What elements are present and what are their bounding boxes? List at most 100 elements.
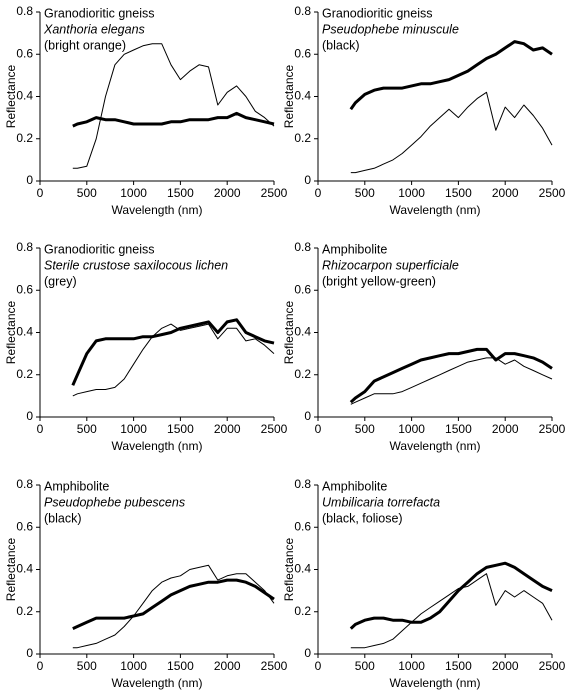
- x-tick-label: 2000: [492, 422, 519, 436]
- annotation: Xanthoria elegans: [43, 22, 145, 36]
- x-tick-label: 1500: [445, 659, 472, 673]
- y-tick-label: 0.2: [16, 367, 33, 381]
- annotation: Rhizocarpon superficiale: [322, 258, 459, 272]
- x-tick-label: 1500: [445, 422, 472, 436]
- x-tick-label: 0: [315, 659, 322, 673]
- x-tick-label: 1500: [167, 659, 194, 673]
- y-tick-label: 0.8: [16, 477, 33, 491]
- x-tick-label: 1000: [398, 186, 425, 200]
- annotation: (grey): [44, 274, 77, 288]
- y-tick-label: 0.4: [294, 325, 311, 339]
- y-tick-label: 0.2: [294, 604, 311, 618]
- x-tick-label: 500: [77, 186, 97, 200]
- x-tick-label: 500: [77, 422, 97, 436]
- annotation: Umbilicaria torrefacta: [322, 495, 440, 509]
- x-tick-label: 1000: [398, 422, 425, 436]
- y-tick-label: 0.6: [294, 282, 311, 296]
- x-axis-label: Wavelength (nm): [112, 676, 203, 690]
- spectrum-line: [72, 323, 275, 397]
- y-tick-label: 0.6: [294, 46, 311, 60]
- y-tick-label: 0.6: [16, 282, 33, 296]
- y-tick-label: 0.2: [294, 131, 311, 145]
- x-tick-label: 1000: [120, 659, 147, 673]
- y-tick-label: 0: [304, 409, 311, 423]
- annotation: Amphibolite: [322, 242, 387, 256]
- x-tick-label: 0: [37, 659, 44, 673]
- y-tick-label: 0.4: [16, 562, 33, 576]
- annotation: Granodioritic gneiss: [44, 6, 154, 20]
- y-tick-label: 0.6: [16, 519, 33, 533]
- y-axis-label: Reflectance: [282, 64, 296, 128]
- x-axis-label: Wavelength (nm): [390, 439, 481, 453]
- x-tick-label: 500: [355, 659, 375, 673]
- x-tick-label: 500: [355, 186, 375, 200]
- x-tick-label: 2000: [214, 659, 241, 673]
- y-tick-label: 0.8: [294, 4, 311, 18]
- x-tick-label: 2500: [261, 422, 288, 436]
- y-tick-label: 0: [26, 173, 33, 187]
- y-tick-label: 0.4: [16, 325, 33, 339]
- y-tick-label: 0: [304, 646, 311, 660]
- y-tick-label: 0.8: [16, 4, 33, 18]
- x-tick-label: 2000: [492, 186, 519, 200]
- spectrum-line: [72, 578, 275, 630]
- y-tick-label: 0.8: [294, 477, 311, 491]
- annotation: Granodioritic gneiss: [322, 6, 432, 20]
- annotation: (black): [322, 38, 360, 52]
- x-tick-label: 0: [315, 422, 322, 436]
- spectrum-line: [72, 43, 275, 169]
- y-tick-label: 0: [304, 173, 311, 187]
- x-tick-label: 1500: [167, 422, 194, 436]
- x-axis-label: Wavelength (nm): [112, 203, 203, 217]
- y-tick-label: 0.8: [294, 240, 311, 254]
- y-axis-label: Reflectance: [4, 64, 18, 128]
- x-tick-label: 1000: [120, 186, 147, 200]
- x-tick-label: 2500: [539, 659, 566, 673]
- annotation: Amphibolite: [322, 479, 387, 493]
- x-tick-label: 500: [355, 422, 375, 436]
- spectrum-line: [72, 564, 275, 649]
- x-axis-label: Wavelength (nm): [112, 439, 203, 453]
- y-tick-label: 0.2: [16, 131, 33, 145]
- annotation: Amphibolite: [44, 479, 109, 493]
- y-tick-label: 0: [26, 409, 33, 423]
- y-tick-label: 0.6: [294, 519, 311, 533]
- x-tick-label: 2000: [214, 186, 241, 200]
- annotation: Pseudophebe pubescens: [44, 495, 185, 509]
- x-axis-label: Wavelength (nm): [390, 676, 481, 690]
- x-tick-label: 0: [37, 422, 44, 436]
- x-tick-label: 2500: [261, 659, 288, 673]
- annotation: Granodioritic gneiss: [44, 242, 154, 256]
- spectrum-line: [350, 91, 553, 174]
- x-tick-label: 0: [315, 186, 322, 200]
- annotation: (black, foliose): [322, 511, 403, 525]
- y-tick-label: 0: [26, 646, 33, 660]
- y-axis-label: Reflectance: [4, 537, 18, 601]
- y-tick-label: 0.2: [294, 367, 311, 381]
- spectrum-line: [349, 347, 553, 404]
- x-tick-label: 500: [77, 659, 97, 673]
- x-tick-label: 2500: [261, 186, 288, 200]
- x-axis-label: Wavelength (nm): [390, 203, 481, 217]
- x-tick-label: 2000: [492, 659, 519, 673]
- annotation: (bright yellow-green): [322, 274, 436, 288]
- y-axis-label: Reflectance: [282, 300, 296, 364]
- y-tick-label: 0.4: [16, 89, 33, 103]
- spectrum-line: [350, 357, 553, 405]
- x-tick-label: 0: [37, 186, 44, 200]
- x-tick-label: 2500: [539, 422, 566, 436]
- spectrum-line: [349, 561, 553, 630]
- spectrum-line: [350, 573, 553, 649]
- x-tick-label: 1500: [167, 186, 194, 200]
- spectrum-line: [72, 111, 275, 128]
- annotation: (black): [44, 511, 82, 525]
- y-tick-label: 0.4: [294, 89, 311, 103]
- x-tick-label: 1000: [398, 659, 425, 673]
- y-axis-label: Reflectance: [4, 300, 18, 364]
- y-tick-label: 0.4: [294, 562, 311, 576]
- x-tick-label: 2000: [214, 422, 241, 436]
- y-tick-label: 0.2: [16, 604, 33, 618]
- y-axis-label: Reflectance: [282, 537, 296, 601]
- y-tick-label: 0.8: [16, 240, 33, 254]
